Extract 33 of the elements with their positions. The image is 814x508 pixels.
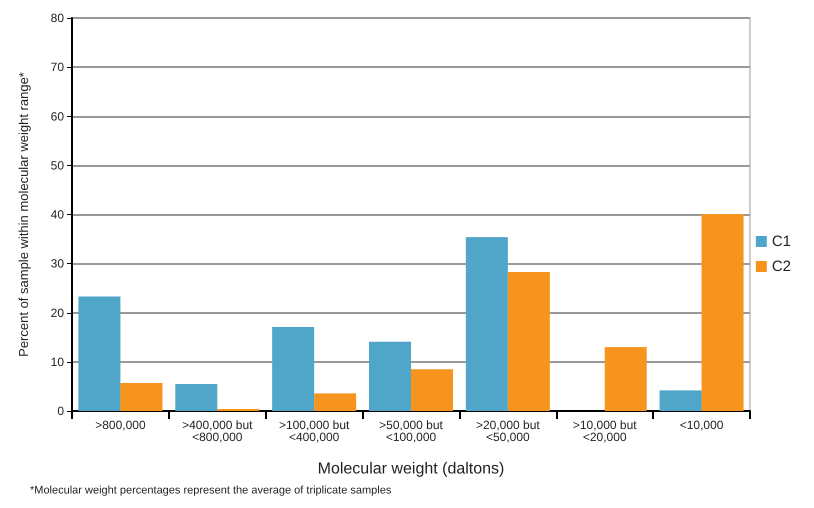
x-tick-label: >50,000 but <100,000 [379,418,444,444]
y-tick-label: 20 [50,306,64,320]
bar [411,369,453,411]
y-tick-label: 0 [57,404,64,418]
bar [78,296,120,411]
y-tick-label: 10 [50,354,64,369]
bar [120,383,162,411]
bar [466,237,508,411]
y-tick-label: 60 [50,109,64,124]
bar [314,393,356,411]
bar [604,347,647,411]
bar [508,272,550,411]
y-tick-label: 80 [50,11,64,25]
bar [369,342,411,411]
x-tick-label: <10,000 [680,418,724,432]
bar [702,214,744,411]
y-tick-label: 40 [50,208,64,222]
x-axis-title: Molecular weight (daltons) [318,460,504,478]
text: *Molecular weight percentages represent the average of triplicate samples [30,484,392,496]
bar [660,390,702,411]
x-tick-label: >10,000 but <20,000 [572,418,638,444]
y-tick-label: 30 [50,256,64,271]
x-tick-label: >400,000 but <800,000 [182,418,254,444]
bar [175,384,218,411]
legend-label: C1 [772,233,792,250]
legend-label: C2 [772,258,792,275]
y-axis-title: Percent of sample within molecular weight range* [16,72,31,357]
x-tick-label: >800,000 [95,418,146,432]
x-tick-label: >100,000 but <400,000 [278,418,350,444]
bar [272,326,314,411]
x-tick-label: >20,000 but <50,000 [476,418,540,444]
y-tick-label: 70 [50,60,64,74]
y-tick-label: 50 [50,158,64,172]
